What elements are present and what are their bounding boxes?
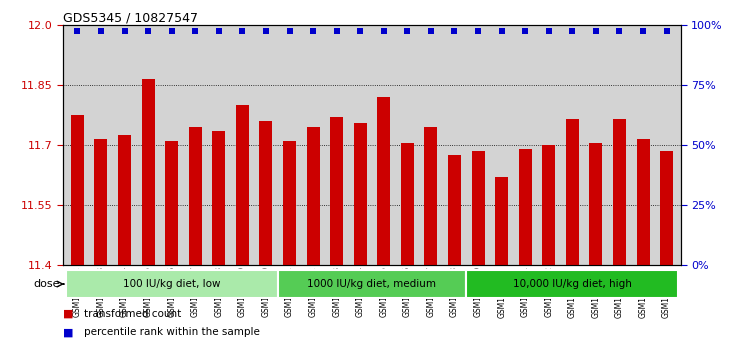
Bar (466, 270, 679, 298)
Bar (472, 151, 484, 265)
Bar (496, 177, 508, 265)
Bar (141, 79, 155, 265)
Text: GDS5345 / 10827547: GDS5345 / 10827547 (63, 11, 198, 24)
Bar (118, 135, 131, 265)
Bar (589, 143, 603, 265)
Bar (660, 151, 673, 265)
Bar (189, 127, 202, 265)
Bar (424, 127, 437, 265)
Bar (448, 155, 461, 265)
Bar (65, 270, 278, 298)
Bar (283, 141, 296, 265)
Bar (260, 121, 272, 265)
Text: 100 IU/kg diet, low: 100 IU/kg diet, low (123, 279, 220, 289)
Bar (637, 139, 650, 265)
Text: ■: ■ (63, 309, 74, 319)
Text: percentile rank within the sample: percentile rank within the sample (84, 327, 260, 337)
Bar (278, 270, 466, 298)
Text: dose: dose (33, 279, 60, 289)
Text: 10,000 IU/kg diet, high: 10,000 IU/kg diet, high (513, 279, 632, 289)
Bar (566, 119, 579, 265)
Bar (519, 149, 532, 265)
Bar (401, 143, 414, 265)
Bar (236, 105, 248, 265)
Bar (212, 131, 225, 265)
Text: 1000 IU/kg diet, medium: 1000 IU/kg diet, medium (307, 279, 437, 289)
Bar (613, 119, 626, 265)
Bar (71, 115, 84, 265)
Bar (94, 139, 107, 265)
Bar (307, 127, 320, 265)
Bar (330, 117, 343, 265)
Text: ■: ■ (63, 327, 74, 337)
Text: transformed count: transformed count (84, 309, 182, 319)
Bar (353, 123, 367, 265)
Bar (377, 97, 391, 265)
Bar (165, 141, 178, 265)
Bar (542, 145, 555, 265)
